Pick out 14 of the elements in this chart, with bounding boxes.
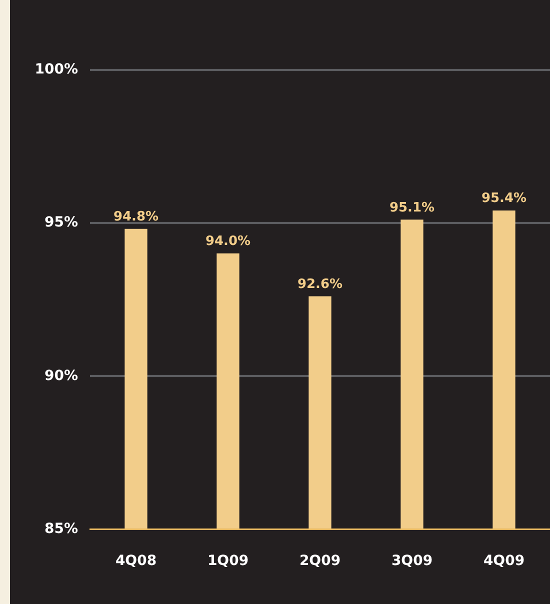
x-tick-label: 4Q08 (115, 553, 157, 570)
y-tick-label: 90% (44, 368, 78, 384)
y-tick-label: 95% (44, 214, 78, 231)
data-label: 94.0% (205, 234, 251, 250)
y-tick-label: 100% (34, 62, 78, 78)
data-label: 95.4% (481, 191, 527, 206)
data-label: 95.1% (389, 200, 435, 216)
x-tick-label: 3Q09 (391, 553, 433, 570)
x-tick-label: 1Q09 (207, 553, 249, 570)
data-label: 92.6% (297, 276, 343, 292)
x-tick-label: 2Q09 (299, 553, 341, 570)
data-label: 94.8% (113, 210, 159, 225)
x-tick-label: 4Q09 (483, 553, 525, 570)
y-tick-label: 85% (44, 520, 78, 537)
